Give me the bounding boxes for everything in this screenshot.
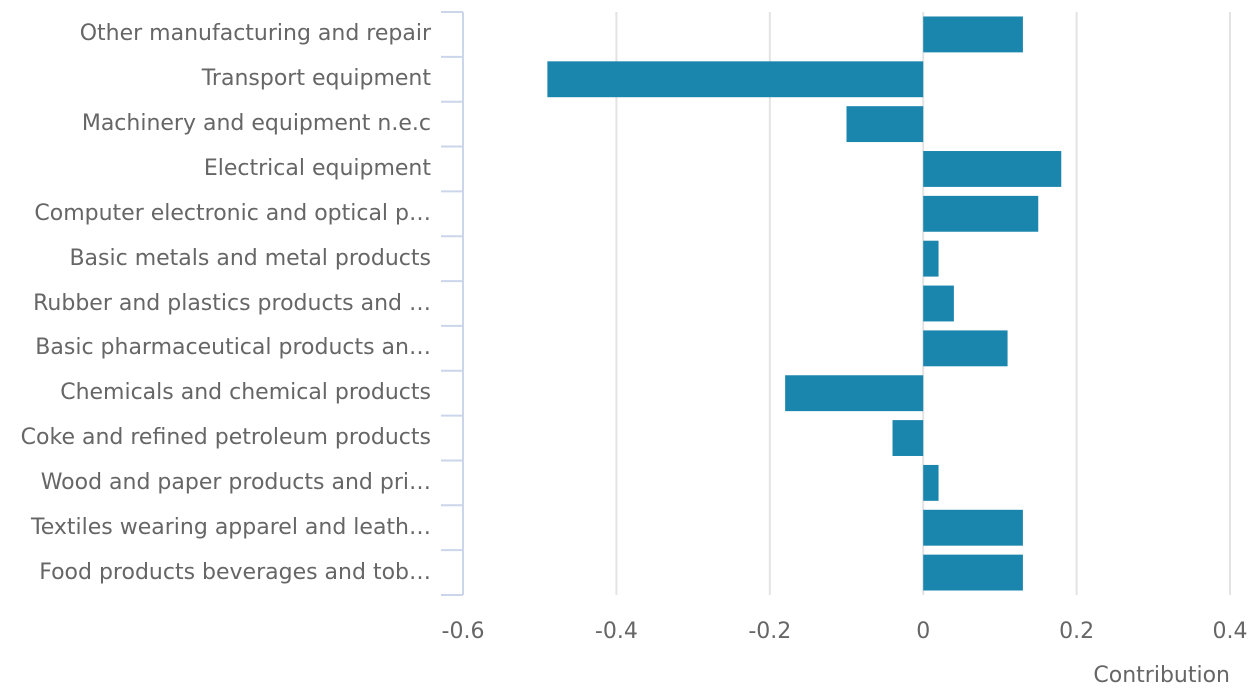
y-tick-label: Coke and refined petroleum products [20,425,431,451]
y-tick-label: Machinery and equipment n.e.c [81,111,431,137]
x-tick-label: 0.4 [1213,619,1248,644]
bar [846,106,924,143]
x-tick-label: 0 [916,619,930,644]
bar [923,240,939,277]
bar [923,464,939,501]
x-axis-title: Contribution [1093,663,1230,688]
y-tick-label: Electrical equipment [203,155,431,181]
x-tick-label: -0.4 [595,619,638,644]
y-tick-label: Food products beverages and tob… [39,559,431,585]
bar [923,285,954,322]
bar [923,195,1039,232]
bar [923,509,1023,546]
y-tick-label: Wood and paper products and pri… [40,469,431,495]
bar [785,375,924,412]
x-tick-label: 0.2 [1059,619,1094,644]
bar [547,61,924,98]
bar [923,330,1008,367]
y-tick-label: Transport equipment [201,66,431,92]
x-tick-label: -0.2 [748,619,791,644]
x-tick-label: -0.6 [442,619,485,644]
bar [923,554,1023,591]
y-tick-label: Chemicals and chemical products [60,380,431,406]
bar [923,16,1023,53]
bar [892,420,924,456]
y-tick-label: Computer electronic and optical p… [34,200,431,226]
y-tick-label: Other manufacturing and repair [79,21,431,47]
y-tick-label: Rubber and plastics products and … [33,290,431,316]
y-tick-label: Textiles wearing apparel and leath… [31,514,431,540]
bar [923,151,1062,187]
y-tick-label: Basic pharmaceutical products an… [35,335,431,361]
y-tick-label: Basic metals and metal products [69,245,431,271]
